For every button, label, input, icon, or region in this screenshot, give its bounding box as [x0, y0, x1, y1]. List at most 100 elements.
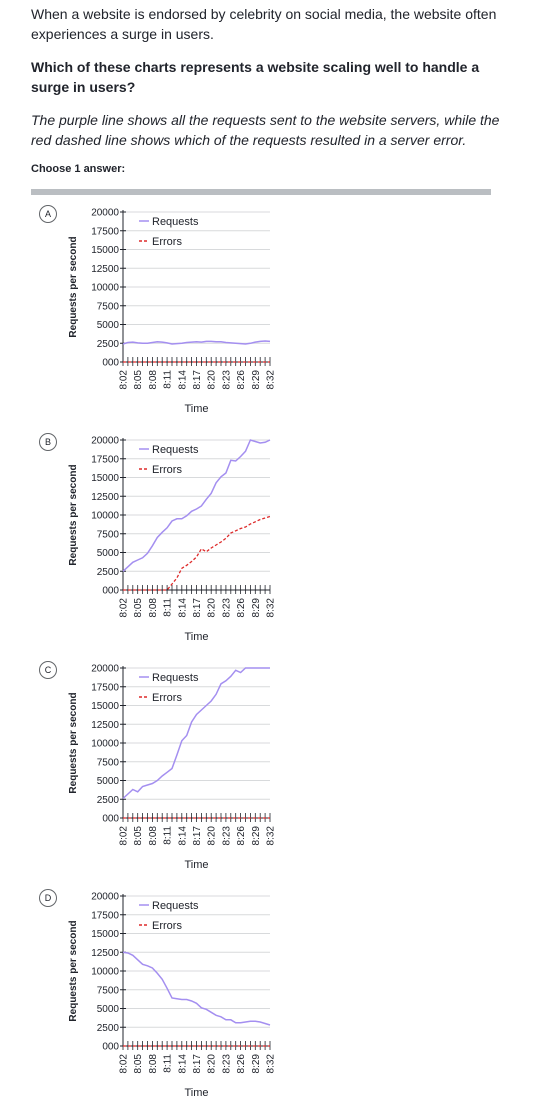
x-tick-label: 8:26 — [236, 1054, 247, 1074]
chart-d: 000 2500 5000 7500 10000 12500 15000 17500 20000… — [68, 892, 277, 1100]
x-tick-label: 8:17 — [192, 1054, 203, 1074]
x-tick-label: 8:32 — [266, 370, 277, 390]
x-tick-label: 8:02 — [119, 370, 130, 390]
x-tick-label: 8:29 — [251, 370, 262, 390]
y-tick-label: 17500 — [91, 682, 119, 693]
choose-label: Choose 1 answer: — [31, 163, 126, 175]
x-tick-label: 8:05 — [133, 598, 144, 618]
y-tick-label: 20000 — [91, 208, 119, 219]
y-tick-label: 15000 — [91, 929, 119, 940]
x-tick-label: 8:26 — [236, 370, 247, 390]
errors-line — [123, 515, 271, 591]
x-tick-label: 8:11 — [163, 370, 174, 389]
y-tick-label: 17500 — [91, 454, 119, 465]
x-tick-label: 8:05 — [133, 826, 144, 846]
x-tick-label: 8:11 — [163, 826, 174, 845]
y-tick-label: 17500 — [91, 910, 119, 921]
x-tick-label: 8:05 — [133, 1054, 144, 1074]
y-tick-label: 7500 — [97, 757, 120, 768]
x-tick-label: 8:17 — [192, 826, 203, 846]
y-tick-label: 20000 — [91, 892, 119, 903]
requests-line — [122, 340, 271, 345]
y-tick-label: 5000 — [97, 776, 120, 787]
x-tick-label: 8:14 — [177, 370, 188, 390]
x-axis-label: Time — [184, 403, 208, 415]
x-tick-label: 8:14 — [177, 826, 188, 846]
choice-a[interactable]: A 000 2500 5000 7500 10000 12500 15000 17500 200… — [31, 200, 491, 420]
x-tick-label: 8:02 — [119, 598, 130, 618]
legend-label: Errors — [152, 692, 182, 704]
x-tick-label: 8:02 — [119, 1054, 130, 1074]
y-tick-label: 000 — [102, 1042, 119, 1053]
x-tick-label: 8:26 — [236, 826, 247, 846]
chart-a: 000 2500 5000 7500 10000 12500 15000 17500 20000… — [68, 208, 277, 416]
x-tick-label: 8:08 — [148, 370, 159, 390]
x-axis-label: Time — [184, 1087, 208, 1099]
x-tick-label: 8:29 — [251, 826, 262, 846]
choice-c[interactable]: C 000 2500 5000 7500 10000 12500 15000 17500 200… — [31, 656, 491, 876]
x-tick-label: 8:26 — [236, 598, 247, 618]
choice-letter-b[interactable]: B — [39, 433, 57, 451]
choices-divider — [31, 189, 491, 195]
y-tick-label: 15000 — [91, 473, 119, 484]
y-tick-label: 5000 — [97, 320, 120, 331]
x-tick-label: 8:14 — [177, 1054, 188, 1074]
legend-label: Requests — [152, 672, 199, 684]
y-axis-label: Requests per second — [68, 920, 79, 1021]
question-prompt: Which of these charts represents a websi… — [31, 59, 480, 95]
y-tick-label: 2500 — [97, 1023, 120, 1034]
y-axis-label: Requests per second — [68, 236, 79, 337]
y-tick-label: 7500 — [97, 529, 120, 540]
x-tick-label: 8:23 — [221, 598, 232, 618]
question-intro: When a website is endorsed by celebrity … — [31, 6, 497, 42]
x-tick-label: 8:05 — [133, 370, 144, 390]
x-tick-label: 8:23 — [221, 370, 232, 390]
x-tick-label: 8:17 — [192, 598, 203, 618]
y-tick-label: 15000 — [91, 245, 119, 256]
choice-letter-c[interactable]: C — [39, 661, 57, 679]
y-tick-label: 20000 — [91, 664, 119, 675]
x-tick-label: 8:29 — [251, 598, 262, 618]
chart-b: 000 2500 5000 7500 10000 12500 15000 17500 20000… — [68, 436, 277, 644]
x-tick-label: 8:17 — [192, 370, 203, 390]
choice-b[interactable]: B 000 2500 5000 7500 10000 12500 15000 17500 200… — [31, 428, 491, 648]
y-axis-label: Requests per second — [68, 692, 79, 793]
x-tick-label: 8:08 — [148, 826, 159, 846]
x-tick-label: 8:20 — [207, 826, 218, 846]
x-tick-label: 8:11 — [163, 598, 174, 617]
y-tick-label: 10000 — [91, 283, 119, 294]
y-tick-label: 2500 — [97, 339, 120, 350]
y-tick-label: 12500 — [91, 264, 119, 275]
y-tick-label: 20000 — [91, 436, 119, 447]
x-tick-label: 8:32 — [266, 1054, 277, 1074]
chart-c: 000 2500 5000 7500 10000 12500 15000 17500 20000… — [68, 664, 277, 872]
requests-line — [122, 667, 270, 800]
x-tick-label: 8:20 — [207, 1054, 218, 1074]
y-tick-label: 2500 — [97, 567, 120, 578]
choice-d[interactable]: D 000 2500 5000 7500 10000 12500 15000 17500 200… — [31, 884, 491, 1104]
y-tick-label: 5000 — [97, 548, 120, 559]
y-tick-label: 000 — [102, 358, 119, 369]
y-tick-label: 10000 — [91, 511, 119, 522]
legend-label: Requests — [152, 216, 199, 228]
x-tick-label: 8:08 — [148, 598, 159, 618]
choice-letter-a[interactable]: A — [39, 205, 57, 223]
legend-label: Requests — [152, 900, 199, 912]
legend-label: Errors — [152, 236, 182, 248]
legend-label: Errors — [152, 464, 182, 476]
x-tick-label: 8:11 — [163, 1054, 174, 1073]
x-axis-label: Time — [184, 631, 208, 643]
y-tick-label: 5000 — [97, 1004, 120, 1015]
y-tick-label: 000 — [102, 586, 119, 597]
y-tick-label: 12500 — [91, 720, 119, 731]
requests-line — [122, 951, 271, 1026]
x-tick-label: 8:20 — [207, 370, 218, 390]
y-tick-label: 17500 — [91, 226, 119, 237]
x-tick-label: 8:14 — [177, 598, 188, 618]
y-tick-label: 15000 — [91, 701, 119, 712]
y-tick-label: 000 — [102, 814, 119, 825]
y-tick-label: 12500 — [91, 492, 119, 503]
choice-letter-d[interactable]: D — [39, 889, 57, 907]
y-tick-label: 10000 — [91, 967, 119, 978]
question-note: The purple line shows all the requests s… — [31, 112, 500, 148]
